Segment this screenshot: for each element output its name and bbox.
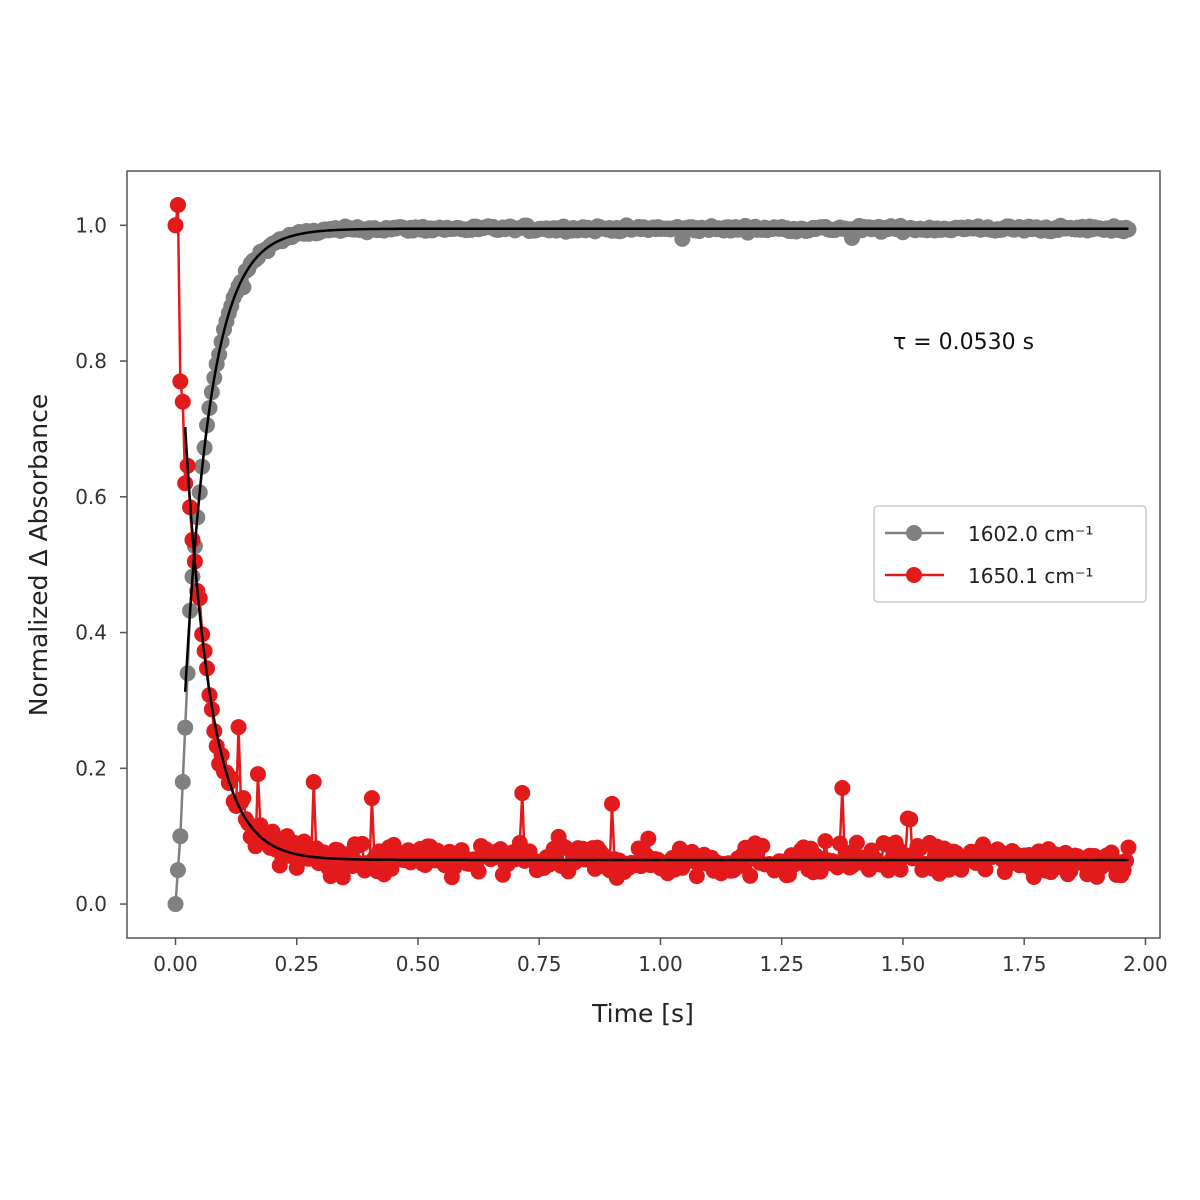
data-point — [817, 833, 834, 850]
x-tick-label: 1.25 — [759, 952, 804, 976]
data-point — [688, 868, 705, 885]
data-point — [754, 837, 771, 854]
data-point — [603, 795, 620, 812]
data-point — [167, 217, 184, 234]
data-point — [235, 790, 252, 807]
tau-annotation: τ = 0.0530 s — [893, 330, 1034, 355]
x-tick-label: 1.00 — [638, 952, 683, 976]
x-tick-label: 0.50 — [396, 952, 441, 976]
data-point — [363, 790, 380, 807]
fit-curve-rise — [183, 227, 1129, 692]
legend-label-1602: 1602.0 cm⁻¹ — [968, 522, 1093, 546]
y-tick-label: 0.6 — [75, 485, 107, 509]
fit-layer — [183, 227, 1129, 862]
series-1602 — [167, 217, 1137, 913]
legend: 1602.0 cm⁻¹ 1650.1 cm⁻¹ — [873, 505, 1147, 603]
plot-frame — [126, 170, 1161, 939]
data-point — [834, 780, 851, 796]
data-point — [514, 785, 531, 802]
data-point — [167, 896, 184, 913]
data-point — [174, 393, 191, 410]
y-tick-label: 0.4 — [75, 621, 107, 645]
x-tick-label: 1.75 — [1002, 952, 1047, 976]
x-tick-label: 2.00 — [1123, 952, 1168, 976]
x-tick-label: 0.00 — [153, 952, 198, 976]
axes-layer: 0.00 0.25 0.50 0.75 1.00 1.25 1.50 1.75 2.00 0.0 0… — [75, 213, 1168, 976]
data-point — [305, 773, 322, 790]
data-point — [640, 830, 657, 847]
data-point — [249, 766, 266, 783]
data-point — [177, 719, 194, 736]
data-point — [191, 590, 208, 607]
data-point — [334, 869, 351, 886]
legend-marker-gray — [906, 525, 922, 541]
data-point — [1120, 839, 1137, 856]
fit-curve-decay — [183, 427, 1129, 862]
data-point — [742, 867, 759, 884]
data-point — [230, 719, 247, 736]
data-point — [177, 475, 194, 492]
x-tick-label: 0.75 — [517, 952, 562, 976]
x-tick-label: 0.25 — [274, 952, 319, 976]
series-layer — [167, 196, 1137, 913]
data-point — [892, 861, 909, 878]
x-tick-label: 1.50 — [881, 952, 926, 976]
y-tick-label: 0.0 — [75, 892, 107, 916]
data-point — [169, 196, 186, 213]
x-axis-title: Time [s] — [591, 999, 694, 1028]
y-tick-label: 0.8 — [75, 349, 107, 373]
data-point — [848, 834, 865, 851]
y-tick-label: 1.0 — [75, 213, 107, 237]
data-point — [354, 835, 371, 852]
data-point — [172, 373, 189, 390]
data-point — [174, 773, 191, 790]
legend-label-1650: 1650.1 cm⁻¹ — [968, 564, 1093, 588]
data-point — [169, 862, 186, 879]
y-tick-label: 0.2 — [75, 756, 107, 780]
data-point — [470, 863, 487, 880]
legend-frame — [873, 505, 1147, 603]
data-point — [179, 665, 196, 682]
legend-marker-red — [906, 567, 922, 583]
data-point — [977, 861, 994, 878]
data-point — [172, 828, 189, 845]
data-point — [902, 811, 919, 828]
y-axis-title: Normalized Δ Absorbance — [24, 394, 53, 717]
